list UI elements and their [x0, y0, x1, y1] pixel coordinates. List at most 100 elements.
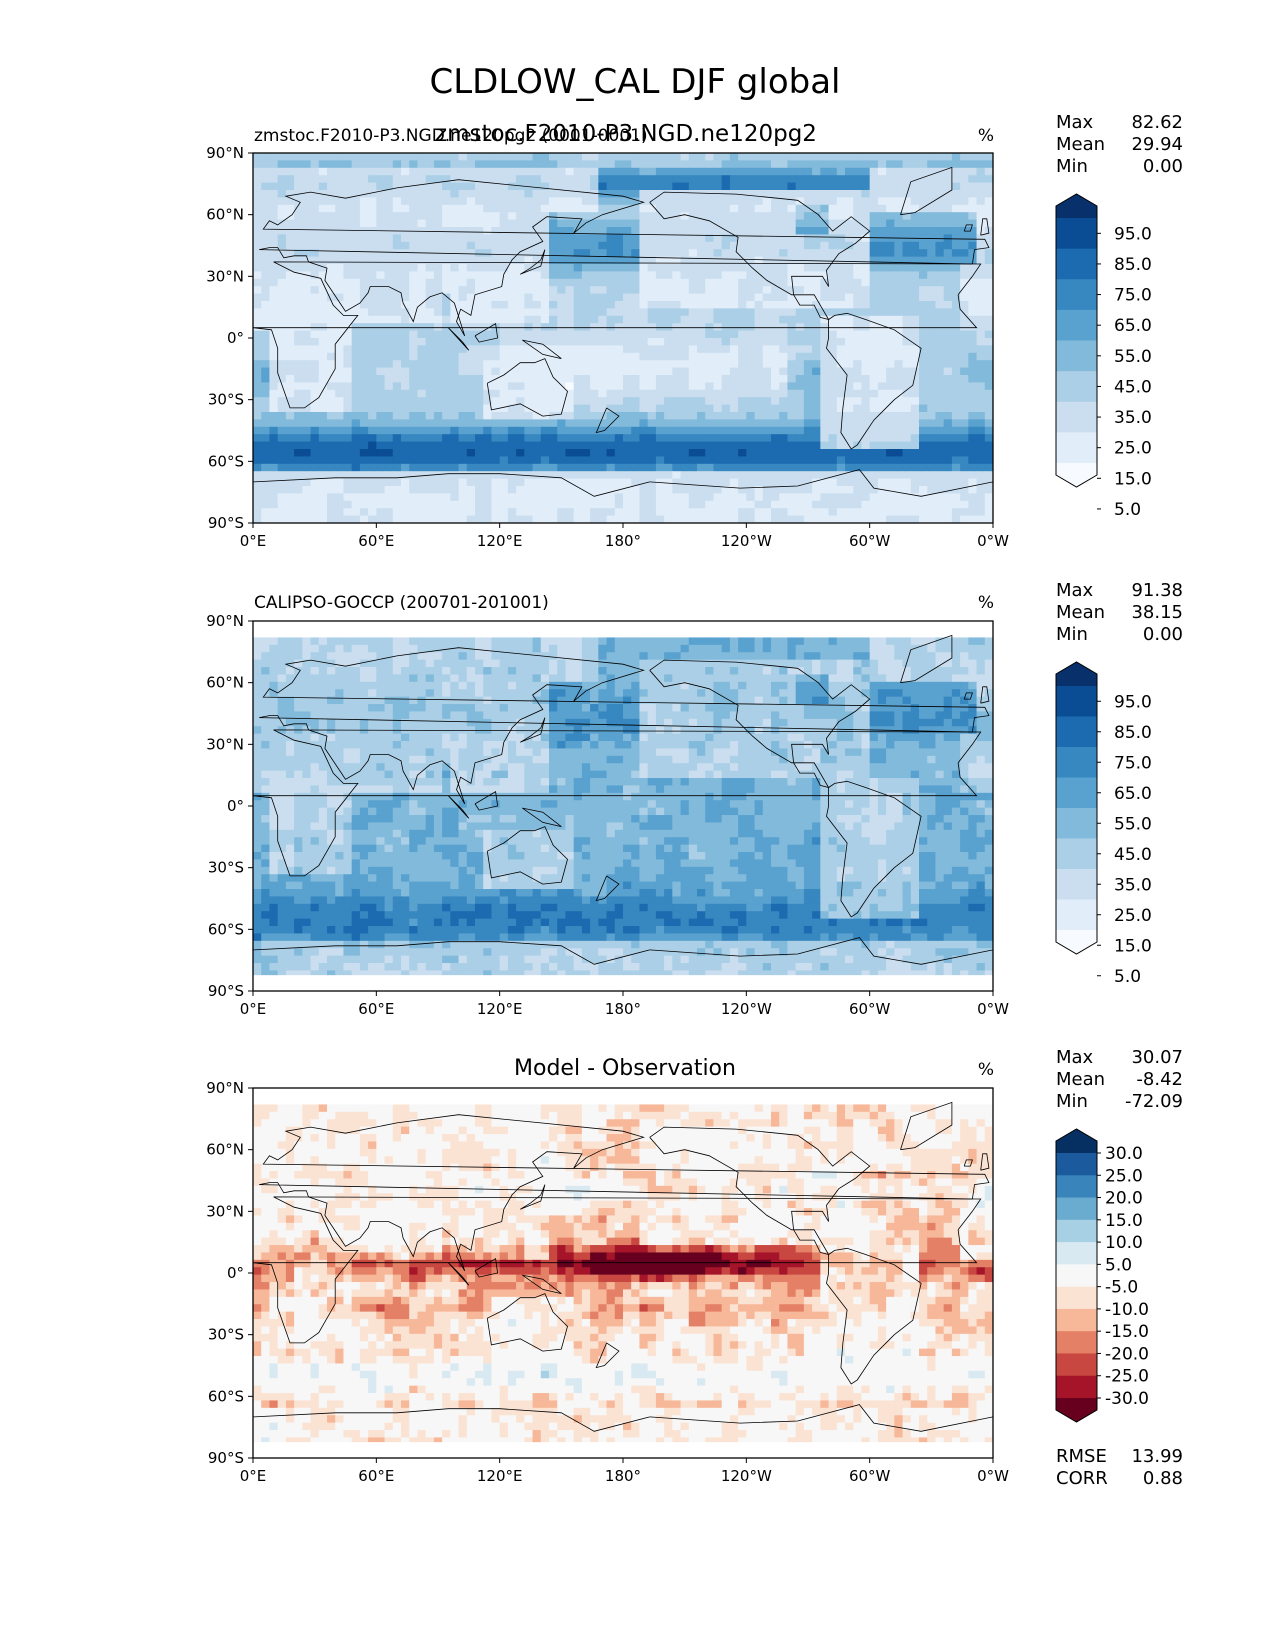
field-cell: [466, 352, 476, 361]
field-cell: [787, 308, 797, 317]
field-cell: [458, 493, 468, 502]
field-cell: [738, 301, 747, 309]
field-cell: [417, 508, 427, 517]
field-cell: [984, 330, 993, 339]
field-cell: [688, 652, 698, 661]
field-cell: [433, 352, 443, 361]
field-cell: [458, 190, 468, 198]
field-cell: [359, 175, 369, 184]
field-cell: [828, 404, 838, 413]
field-cell: [623, 434, 632, 443]
field-cell: [581, 352, 591, 361]
field-cell: [376, 404, 386, 413]
field-cell: [836, 345, 846, 354]
field-cell: [927, 315, 937, 324]
field-cell: [433, 412, 443, 420]
field-cell: [466, 345, 476, 354]
field-cell: [261, 463, 271, 472]
field-cell: [425, 426, 435, 435]
field-cell: [779, 360, 789, 369]
field-cell: [845, 227, 854, 235]
field-cell: [376, 286, 386, 295]
field-cell: [417, 360, 427, 369]
field-cell: [376, 515, 386, 523]
field-cell: [771, 330, 780, 339]
field-cell: [359, 330, 369, 339]
field-cell: [417, 367, 427, 376]
field-cell: [729, 389, 739, 398]
field-cell: [466, 441, 476, 450]
field-cell: [943, 256, 953, 265]
field-cell: [705, 389, 715, 398]
field-cell: [606, 190, 616, 198]
field-cell: [935, 212, 945, 221]
field-cell: [697, 456, 706, 465]
field-cell: [335, 500, 345, 509]
field-cell: [738, 375, 747, 383]
field-cell: [820, 315, 830, 324]
field-cell: [688, 515, 698, 523]
field-cell: [466, 404, 476, 413]
field-cell: [886, 449, 895, 457]
field-cell: [573, 419, 583, 428]
field-cell: [524, 360, 534, 369]
field-cell: [524, 264, 534, 272]
field-cell: [680, 323, 690, 332]
field-cell: [253, 227, 262, 235]
field-cell: [261, 330, 271, 339]
field-cell: [425, 175, 435, 184]
field-cell: [787, 426, 797, 435]
field-cell: [869, 360, 879, 369]
field-cell: [425, 315, 435, 324]
field-cell: [721, 389, 731, 398]
field-cell: [475, 500, 484, 509]
field-cell: [384, 190, 394, 198]
field-cell: [623, 160, 632, 169]
field-cell: [343, 493, 353, 502]
field-cell: [294, 160, 303, 169]
field-cell: [697, 256, 706, 265]
field-cell: [425, 301, 435, 309]
field-cell: [532, 493, 542, 502]
field-cell: [771, 382, 780, 391]
field-cell: [754, 419, 764, 428]
field-cell: [253, 389, 262, 398]
field-cell: [318, 345, 328, 354]
field-cell: [935, 382, 945, 391]
field-cell: [359, 308, 369, 317]
field-cell: [466, 204, 476, 213]
field-cell: [787, 434, 797, 443]
field-cell: [877, 515, 887, 523]
field-cell: [401, 515, 410, 523]
field-cell: [524, 286, 534, 295]
field-cell: [581, 330, 591, 339]
field-cell: [294, 637, 303, 646]
field-cell: [894, 441, 904, 450]
coastline: [963, 224, 973, 232]
field-cell: [466, 315, 476, 324]
field-cell: [557, 375, 567, 383]
field-cell: [886, 637, 895, 646]
field-cell: [606, 301, 616, 309]
field-cell: [845, 323, 854, 332]
field-cell: [269, 212, 279, 221]
field-cell: [343, 338, 353, 346]
field-cell: [425, 160, 435, 169]
field-cell: [787, 190, 797, 198]
field-cell: [376, 449, 386, 457]
field-cell: [499, 167, 509, 176]
field-cell: [762, 293, 772, 302]
field-cell: [318, 419, 328, 428]
field-cell: [680, 360, 690, 369]
field-cell: [351, 375, 361, 383]
field-cell: [976, 197, 986, 206]
field-cell: [869, 463, 879, 472]
field-cell: [277, 508, 287, 517]
field-cell: [697, 293, 706, 302]
field-cell: [269, 375, 279, 383]
field-cell: [285, 249, 295, 258]
field-cell: [853, 204, 863, 213]
field-cell: [466, 375, 476, 383]
field-cell: [688, 426, 698, 435]
field-cell: [425, 293, 435, 302]
